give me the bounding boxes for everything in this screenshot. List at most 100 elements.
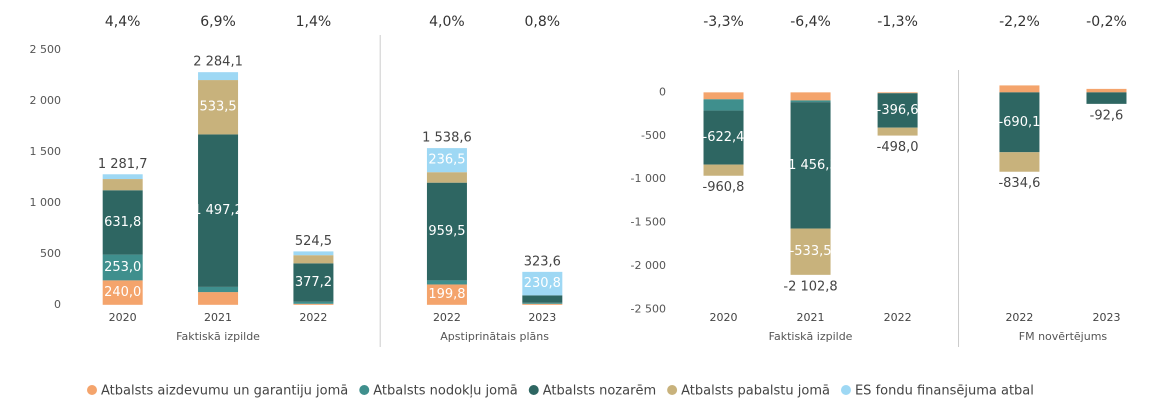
bar-segment bbox=[426, 280, 467, 285]
y-tick-label: -2 000 bbox=[631, 259, 666, 272]
legend-label: Atbalsts aizdevumu un garantiju jomā bbox=[101, 384, 348, 399]
x-tick-label: 2023 bbox=[1092, 311, 1120, 324]
bar-segment bbox=[102, 190, 143, 255]
value-label: 199,8 bbox=[428, 287, 465, 302]
x-tick-label: 2020 bbox=[109, 311, 137, 324]
bar-segment bbox=[198, 286, 239, 293]
change-label: 4,4% bbox=[105, 14, 141, 30]
change-label: -0,2% bbox=[1086, 14, 1127, 30]
bar-segment bbox=[198, 134, 239, 287]
x-tick-label: 2020 bbox=[710, 311, 738, 324]
bar-segment bbox=[522, 302, 563, 304]
legend-label: Atbalsts nozarēm bbox=[543, 384, 656, 399]
value-label: 1 497,2 bbox=[193, 203, 243, 218]
group-label: Faktiskā izpilde bbox=[176, 330, 260, 343]
change-label: 6,9% bbox=[200, 14, 236, 30]
y-tick-label: 0 bbox=[54, 298, 61, 311]
bar-segment bbox=[790, 228, 831, 275]
x-tick-label: 2021 bbox=[204, 311, 232, 324]
bar-segment bbox=[102, 280, 143, 305]
bar-segment bbox=[877, 93, 918, 128]
y-tick-label: 2 000 bbox=[30, 94, 62, 107]
value-label: 631,8 bbox=[104, 215, 141, 230]
y-tick-label: 1 500 bbox=[30, 145, 62, 158]
bar-segment bbox=[522, 303, 563, 305]
bar-segment bbox=[877, 92, 918, 94]
change-label: 1,4% bbox=[296, 14, 332, 30]
total-label: -92,6 bbox=[1090, 108, 1124, 123]
x-tick-label: 2022 bbox=[433, 311, 461, 324]
bar-segment bbox=[999, 92, 1040, 153]
bar-segment bbox=[877, 127, 918, 136]
total-label: 524,5 bbox=[295, 234, 332, 249]
value-label: 533,5 bbox=[199, 100, 236, 115]
value-label: 959,5 bbox=[428, 224, 465, 239]
bar-segment bbox=[790, 92, 831, 101]
bar-segment bbox=[999, 85, 1040, 93]
bar-segment bbox=[426, 172, 467, 183]
value-label: 230,8 bbox=[524, 276, 561, 291]
change-label: -3,3% bbox=[703, 14, 744, 30]
total-label: -834,6 bbox=[998, 176, 1040, 191]
total-label: -960,8 bbox=[703, 180, 745, 195]
legend-label: Atbalsts nodokļu jomā bbox=[373, 384, 517, 399]
legend-marker bbox=[528, 385, 539, 395]
total-label: 2 284,1 bbox=[193, 55, 243, 70]
x-tick-label: 2022 bbox=[1005, 311, 1033, 324]
group-label: Faktiskā izpilde bbox=[769, 330, 853, 343]
bar-segment bbox=[426, 284, 467, 305]
legend-label: ES fondu finansējuma atbal bbox=[855, 384, 1034, 399]
legend-marker bbox=[667, 385, 678, 395]
bar-segment bbox=[102, 174, 143, 180]
bar-segment bbox=[790, 100, 831, 103]
total-label: 1 281,7 bbox=[98, 157, 148, 172]
change-label: -2,2% bbox=[999, 14, 1040, 30]
y-tick-label: -500 bbox=[641, 129, 666, 142]
bar-segment bbox=[102, 254, 143, 281]
y-tick-label: 0 bbox=[659, 85, 666, 98]
value-label: 240,0 bbox=[104, 285, 141, 300]
x-tick-label: 2022 bbox=[299, 311, 327, 324]
legend-marker bbox=[87, 385, 97, 395]
x-tick-label: 2021 bbox=[797, 311, 825, 324]
bar-segment bbox=[102, 179, 143, 191]
value-label: 253,0 bbox=[104, 260, 141, 275]
x-tick-label: 2023 bbox=[528, 311, 556, 324]
value-label: -533,5 bbox=[790, 244, 832, 259]
bar-segment bbox=[703, 99, 744, 111]
bar-segment bbox=[1086, 92, 1127, 104]
bar-segment bbox=[293, 303, 334, 305]
value-label: -1 456,3 bbox=[783, 158, 837, 173]
value-label: 236,5 bbox=[428, 153, 465, 168]
bar-segment bbox=[426, 148, 467, 173]
change-label: 0,8% bbox=[525, 14, 561, 30]
bar-segment bbox=[790, 102, 831, 229]
total-label: 323,6 bbox=[524, 254, 561, 269]
bar-segment bbox=[426, 182, 467, 281]
bar-segment bbox=[522, 271, 563, 296]
change-label: -1,3% bbox=[877, 14, 918, 30]
group-label: Apstiprinātais plāns bbox=[440, 330, 549, 343]
bar-segment bbox=[198, 72, 239, 81]
y-tick-label: -1 500 bbox=[631, 216, 666, 229]
value-label: 377,2 bbox=[295, 275, 332, 290]
bar-segment bbox=[703, 110, 744, 165]
legend-marker bbox=[359, 385, 370, 395]
y-tick-label: -1 000 bbox=[631, 172, 666, 185]
group-label: FM novērtējums bbox=[1019, 330, 1108, 343]
bar-segment bbox=[999, 152, 1040, 172]
change-label: 4,0% bbox=[429, 14, 465, 30]
legend-label: Atbalsts pabalstu jomā bbox=[681, 384, 830, 399]
legend-marker bbox=[840, 385, 851, 395]
bar-segment bbox=[198, 292, 239, 305]
bar-segment bbox=[293, 255, 334, 264]
bar-segment bbox=[703, 164, 744, 176]
y-tick-label: 500 bbox=[40, 247, 61, 260]
bar-segment bbox=[1086, 88, 1127, 93]
change-label: -6,4% bbox=[790, 14, 831, 30]
bar-segment bbox=[198, 80, 239, 135]
total-label: 1 538,6 bbox=[422, 131, 472, 146]
value-label: -396,6 bbox=[877, 103, 919, 118]
y-tick-label: -2 500 bbox=[631, 302, 666, 315]
total-label: -2 102,8 bbox=[783, 279, 837, 294]
